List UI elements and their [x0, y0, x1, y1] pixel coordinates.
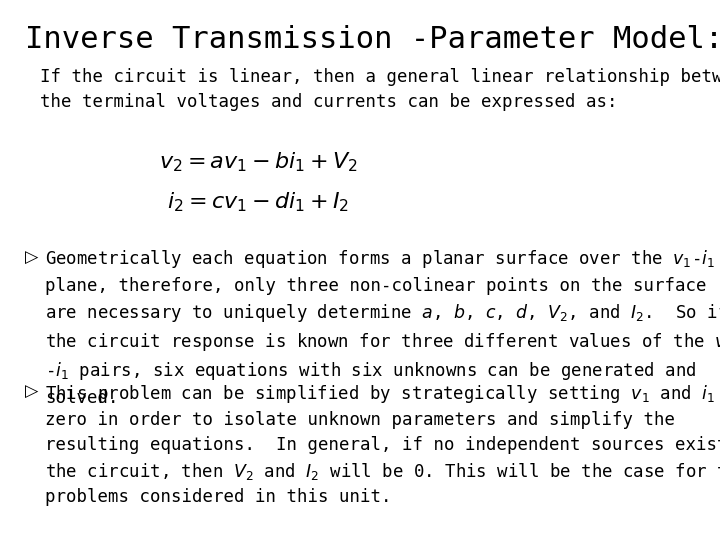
Text: ▷: ▷ [24, 248, 38, 266]
Text: Geometrically each equation forms a planar surface over the $v_1$-$i_1$
plane, t: Geometrically each equation forms a plan… [45, 248, 720, 407]
Text: Inverse Transmission -Parameter Model:: Inverse Transmission -Parameter Model: [24, 25, 720, 55]
Text: $i_2 = cv_1 - di_1 + I_2$: $i_2 = cv_1 - di_1 + I_2$ [167, 190, 349, 214]
Text: If the circuit is linear, then a general linear relationship between
the termina: If the circuit is linear, then a general… [40, 68, 720, 111]
Text: $v_2 = av_1 - bi_1 + V_2$: $v_2 = av_1 - bi_1 + V_2$ [158, 150, 358, 174]
Text: ▷: ▷ [24, 383, 38, 401]
Text: This problem can be simplified by strategically setting $v_1$ and $i_1$ to
zero : This problem can be simplified by strate… [45, 383, 720, 506]
